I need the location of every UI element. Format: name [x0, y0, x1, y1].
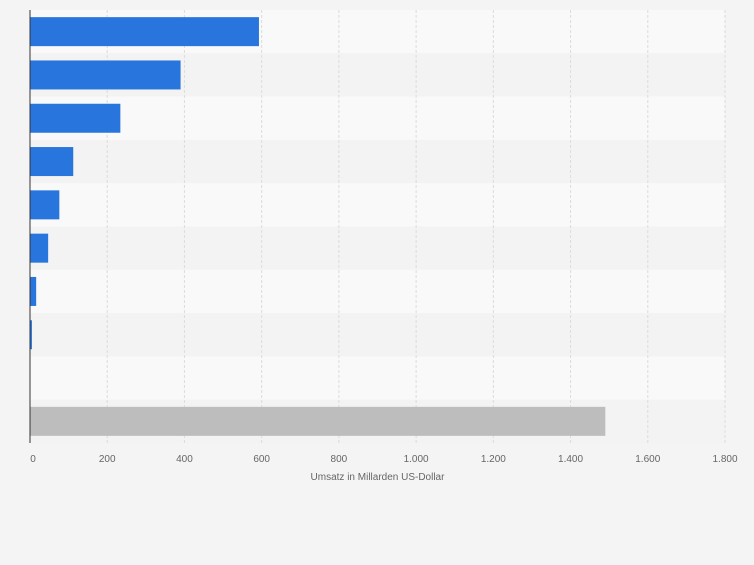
- x-tick-label: 400: [176, 454, 193, 465]
- bars: [30, 17, 606, 436]
- row-band: [30, 269, 725, 314]
- x-tick-label: 1.000: [404, 454, 429, 465]
- x-axis-ticks: 0 200 400 600 800 1.000 1.200 1.400 1.600 1.800: [30, 454, 738, 465]
- x-tick-label: 1.200: [481, 454, 506, 465]
- bar: [30, 320, 32, 350]
- x-tick-label: 1.800: [712, 454, 737, 465]
- x-tick-label: 1.400: [558, 454, 583, 465]
- bar: [30, 103, 121, 133]
- x-tick-label: 200: [99, 454, 116, 465]
- bar: [30, 147, 74, 177]
- row-band: [30, 96, 725, 140]
- bar: [30, 276, 37, 306]
- bar: [30, 17, 259, 47]
- row-band: [30, 356, 725, 400]
- x-tick-label: 0: [30, 454, 36, 465]
- row-band: [30, 313, 725, 357]
- bar: [30, 190, 60, 220]
- bar: [30, 60, 181, 90]
- bar-total: [30, 406, 606, 436]
- row-band: [30, 226, 725, 270]
- row-band: [30, 139, 725, 184]
- x-axis-title: Umsatz in Millarden US-Dollar: [311, 472, 446, 483]
- x-tick-label: 600: [253, 454, 270, 465]
- row-band: [30, 183, 725, 227]
- bar: [30, 233, 49, 263]
- x-tick-label: 800: [331, 454, 348, 465]
- x-tick-label: 1.600: [635, 454, 660, 465]
